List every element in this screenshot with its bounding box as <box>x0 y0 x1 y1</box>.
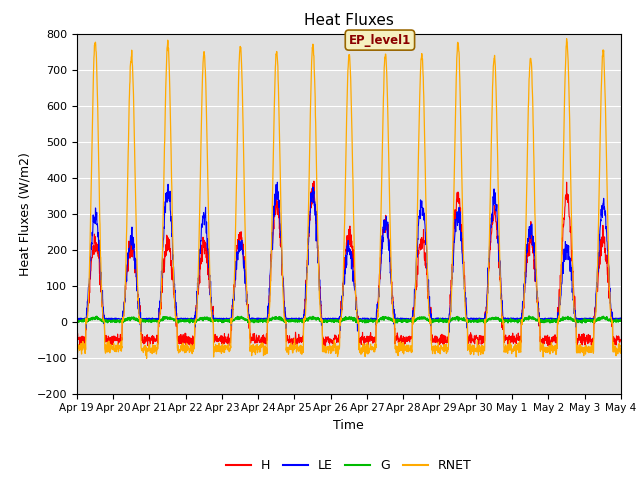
RNET <box>225 346 232 352</box>
RNET <box>73 348 81 354</box>
G <box>73 318 81 324</box>
Legend: H, LE, G, RNET: H, LE, G, RNET <box>221 455 476 477</box>
G <box>481 321 489 326</box>
LE <box>273 180 281 185</box>
H <box>617 336 625 342</box>
Line: H: H <box>77 181 621 347</box>
H <box>376 255 384 261</box>
Title: Heat Fluxes: Heat Fluxes <box>304 13 394 28</box>
RNET <box>376 240 384 246</box>
LE <box>225 316 232 322</box>
X-axis label: Time: Time <box>333 419 364 432</box>
LE <box>73 317 81 323</box>
G <box>376 316 384 322</box>
LE <box>617 315 625 321</box>
H <box>584 332 592 337</box>
H <box>569 268 577 274</box>
Text: EP_level1: EP_level1 <box>349 34 411 47</box>
LE <box>508 316 515 322</box>
LE <box>584 316 592 322</box>
LE <box>445 329 452 335</box>
H <box>73 340 81 346</box>
RNET <box>570 288 577 294</box>
H <box>365 334 372 339</box>
H <box>573 344 581 350</box>
G <box>617 317 625 323</box>
H <box>225 331 232 337</box>
RNET <box>563 36 570 42</box>
G <box>365 319 372 325</box>
Line: LE: LE <box>77 182 621 332</box>
Y-axis label: Heat Fluxes (W/m2): Heat Fluxes (W/m2) <box>18 152 31 276</box>
Line: RNET: RNET <box>77 39 621 359</box>
RNET <box>584 347 592 352</box>
G <box>225 319 232 324</box>
Line: G: G <box>77 316 621 324</box>
RNET <box>507 342 515 348</box>
G <box>525 313 533 319</box>
H <box>310 178 317 184</box>
RNET <box>365 345 372 350</box>
LE <box>365 316 372 322</box>
G <box>584 318 592 324</box>
RNET <box>617 350 625 356</box>
G <box>570 316 577 322</box>
RNET <box>143 356 150 361</box>
H <box>507 334 515 339</box>
G <box>507 317 515 323</box>
LE <box>570 298 577 303</box>
LE <box>376 269 384 275</box>
